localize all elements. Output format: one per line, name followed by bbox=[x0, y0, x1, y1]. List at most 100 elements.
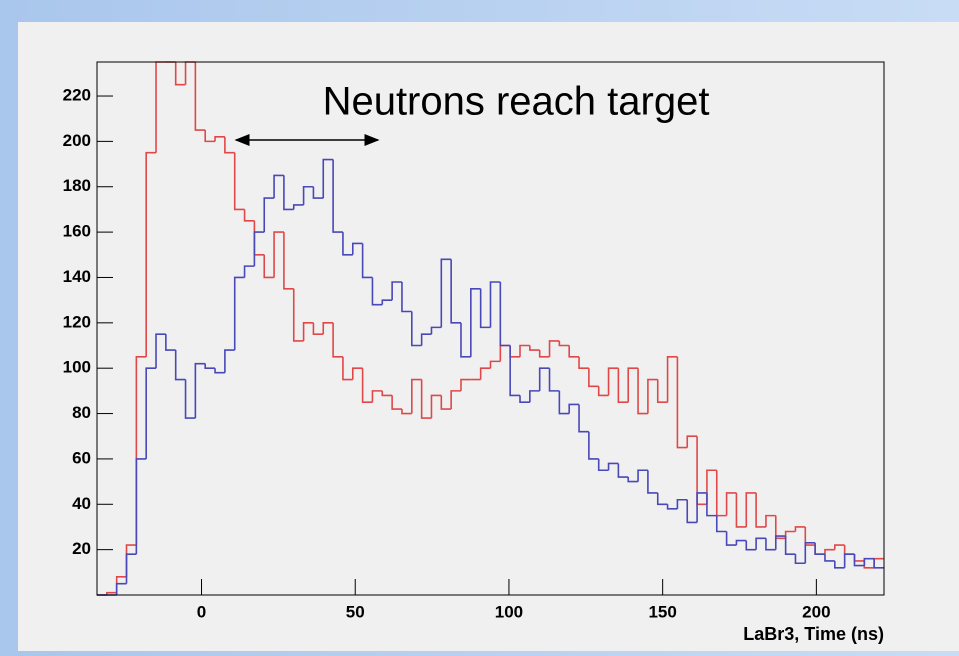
x-tick-label: 100 bbox=[495, 602, 523, 621]
histogram-step bbox=[401, 409, 412, 415]
histogram-step bbox=[784, 536, 796, 555]
histogram-step bbox=[361, 243, 373, 279]
histogram-step bbox=[411, 311, 422, 347]
histogram-step bbox=[558, 340, 570, 347]
histogram-step bbox=[450, 259, 461, 324]
histogram-step bbox=[489, 360, 501, 369]
histogram-step bbox=[243, 265, 255, 278]
histogram-step bbox=[706, 492, 717, 517]
y-tick-label: 80 bbox=[72, 403, 91, 422]
histogram-step bbox=[834, 560, 845, 569]
histogram-step bbox=[440, 258, 452, 328]
histogram-step bbox=[715, 515, 727, 533]
histogram-step bbox=[588, 368, 599, 388]
histogram-step bbox=[656, 379, 668, 404]
histogram-step bbox=[755, 492, 766, 528]
histogram-step bbox=[647, 378, 658, 414]
x-axis-label: LaBr3, Time (ns) bbox=[743, 624, 884, 644]
histogram-step bbox=[273, 174, 284, 199]
histogram-step bbox=[214, 368, 225, 374]
histogram-step bbox=[538, 367, 550, 391]
histogram-step bbox=[627, 367, 639, 403]
histogram-step bbox=[765, 514, 776, 527]
histogram-step bbox=[745, 540, 757, 551]
histogram-step bbox=[863, 557, 875, 566]
x-tick-label: 50 bbox=[346, 602, 365, 621]
histogram-step bbox=[115, 582, 127, 595]
histogram-step bbox=[391, 395, 402, 410]
histogram-step bbox=[322, 322, 334, 335]
histogram-step bbox=[617, 368, 629, 404]
histogram-step bbox=[342, 232, 353, 256]
histogram-step bbox=[302, 322, 314, 341]
histogram-step bbox=[637, 469, 648, 482]
histogram-step bbox=[578, 404, 589, 433]
histogram-step bbox=[440, 395, 452, 410]
histogram-step bbox=[804, 542, 816, 564]
histogram-step bbox=[529, 390, 540, 403]
histogram-step bbox=[361, 368, 373, 404]
histogram-step bbox=[666, 504, 678, 510]
histogram-step bbox=[834, 544, 845, 550]
histogram-step bbox=[145, 151, 157, 357]
histogram-step bbox=[243, 209, 255, 222]
y-tick-label: 140 bbox=[63, 267, 91, 286]
histogram-step bbox=[725, 531, 737, 546]
histogram-step bbox=[194, 62, 206, 131]
histogram-step bbox=[204, 363, 216, 369]
histogram-step bbox=[401, 282, 412, 313]
histogram-step bbox=[312, 322, 324, 335]
histogram-step bbox=[656, 492, 668, 506]
histogram-step bbox=[686, 499, 698, 524]
histogram-step bbox=[332, 159, 343, 233]
panel bbox=[18, 22, 959, 651]
histogram-step bbox=[578, 356, 589, 369]
histogram-step bbox=[794, 526, 806, 532]
x-tick-label: 0 bbox=[197, 602, 206, 621]
histogram-step bbox=[489, 281, 501, 328]
histogram-step bbox=[607, 367, 619, 396]
histogram-step bbox=[686, 435, 698, 448]
histogram-step bbox=[519, 395, 530, 404]
histogram-step bbox=[558, 390, 570, 415]
histogram-step bbox=[351, 242, 363, 255]
histogram-step bbox=[332, 322, 343, 358]
histogram-step bbox=[676, 356, 688, 449]
histogram-step bbox=[184, 379, 196, 419]
histogram-step bbox=[529, 345, 540, 351]
histogram-step bbox=[292, 204, 304, 210]
histogram-step bbox=[214, 136, 225, 142]
histogram-step bbox=[548, 340, 560, 357]
histogram-step bbox=[381, 390, 393, 397]
histogram-step bbox=[145, 367, 157, 459]
histogram-step bbox=[224, 349, 235, 373]
histogram-step bbox=[765, 538, 776, 551]
histogram-step bbox=[627, 477, 639, 483]
y-tick-label: 180 bbox=[63, 176, 91, 195]
histogram-step bbox=[292, 288, 304, 342]
histogram-step bbox=[617, 463, 629, 478]
y-tick-label: 120 bbox=[63, 312, 91, 331]
histogram-step bbox=[745, 492, 757, 527]
histogram-step bbox=[548, 368, 560, 392]
histogram-step bbox=[460, 322, 471, 358]
histogram-step bbox=[479, 367, 491, 380]
y-tick-label: 60 bbox=[72, 448, 91, 467]
histogram-step bbox=[873, 558, 884, 569]
x-tick-label: 200 bbox=[802, 602, 830, 621]
histogram-step bbox=[411, 378, 422, 414]
histogram-step bbox=[853, 554, 865, 567]
histogram-step bbox=[814, 542, 825, 555]
histogram-step bbox=[371, 390, 383, 403]
y-tick-label: 220 bbox=[63, 86, 91, 105]
histogram-step bbox=[666, 356, 678, 403]
histogram-step bbox=[588, 431, 599, 460]
histogram-step bbox=[725, 492, 737, 516]
y-tick-label: 160 bbox=[63, 222, 91, 241]
histogram-step bbox=[381, 299, 393, 305]
histogram-step bbox=[735, 492, 747, 528]
y-tick-label: 100 bbox=[63, 358, 91, 377]
histogram-step bbox=[420, 333, 432, 346]
